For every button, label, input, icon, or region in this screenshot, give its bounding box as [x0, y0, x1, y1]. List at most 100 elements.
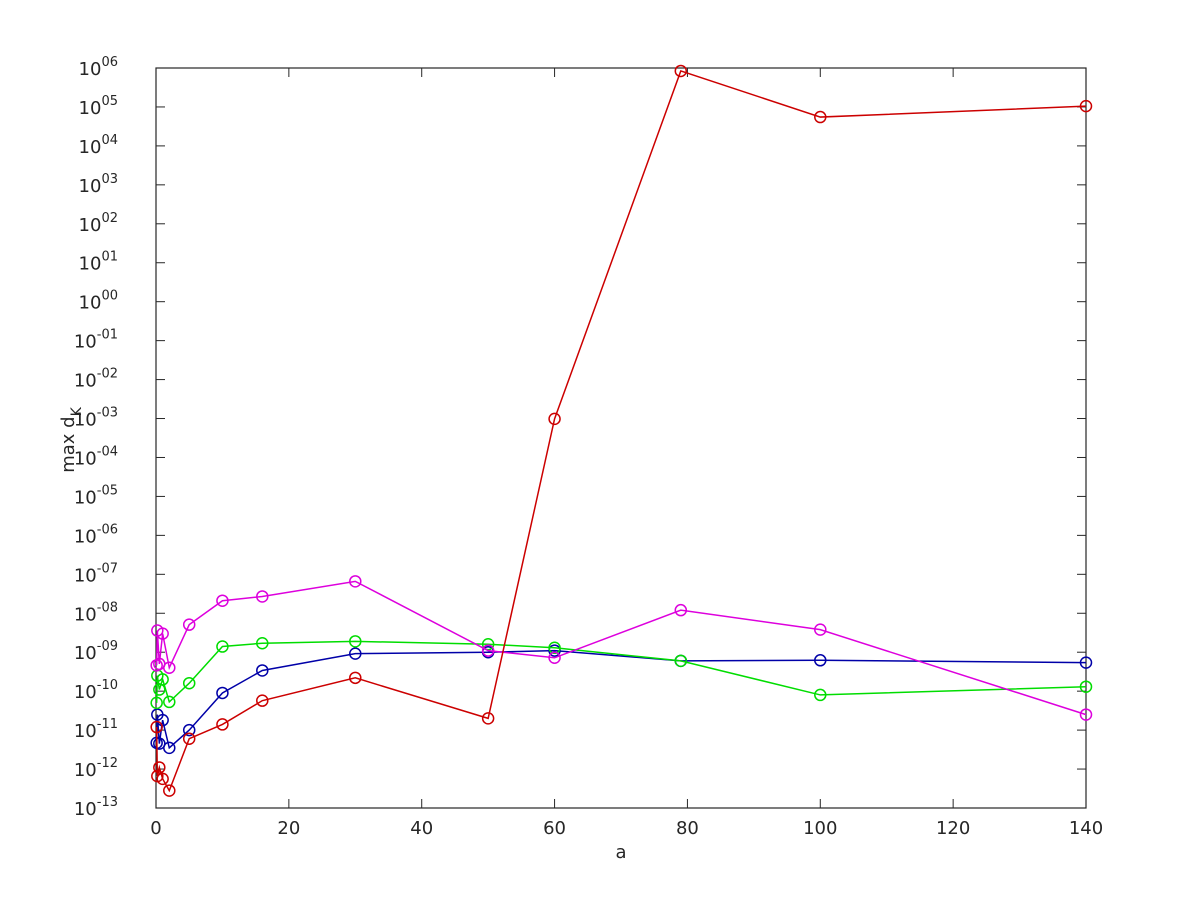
data-point [548, 651, 561, 665]
y-tick-exponent: -07 [97, 561, 118, 576]
y-tick-label: 10-09 [74, 639, 118, 664]
x-tick-label: 0 [150, 818, 161, 839]
y-tick-label: 10-07 [74, 561, 118, 586]
x-tick-label: 20 [277, 818, 300, 839]
data-point [156, 673, 169, 686]
data-point [349, 575, 362, 588]
data-point [150, 696, 163, 710]
y-tick-base: 10 [74, 643, 97, 664]
y-tick-exponent: 00 [101, 289, 118, 304]
data-point [156, 627, 169, 640]
y-tick-label: 10-03 [74, 406, 118, 431]
data-point [216, 594, 229, 607]
y-tick-exponent: -06 [97, 522, 118, 537]
y-tick-label: 1002 [79, 211, 118, 236]
y-tick-label: 1006 [79, 55, 118, 80]
y-tick-label: 10-02 [74, 367, 118, 392]
data-point [216, 686, 229, 700]
y-tick-exponent: -12 [97, 756, 118, 771]
y-tick-exponent: -02 [97, 367, 118, 382]
y-tick-base: 10 [74, 604, 97, 625]
data-point [150, 720, 163, 734]
y-tick-label: 10-12 [74, 756, 118, 781]
y-tick-base: 10 [74, 448, 97, 469]
y-tick-label: 10-06 [74, 522, 118, 547]
x-axis-label: a [615, 842, 626, 863]
data-point [1079, 656, 1093, 669]
data-point [1079, 708, 1093, 721]
y-tick-exponent: -09 [97, 639, 118, 654]
data-point [163, 661, 176, 674]
axes-box [155, 67, 1087, 809]
y-tick-base: 10 [79, 176, 102, 197]
y-tick-exponent: 02 [101, 211, 118, 226]
x-tick-label: 100 [803, 818, 837, 839]
x-tick-label: 40 [410, 818, 433, 839]
series-line [155, 640, 1087, 704]
data-point [814, 688, 827, 702]
y-tick-base: 10 [79, 254, 102, 275]
data-point [814, 654, 827, 667]
data-point [163, 695, 176, 709]
data-point [163, 784, 176, 797]
y-tick-base: 10 [74, 799, 97, 820]
data-point [163, 741, 176, 755]
y-tick-label: 1003 [79, 172, 118, 197]
y-axis-label-main: max d [58, 416, 79, 472]
y-tick-base: 10 [74, 410, 97, 431]
y-tick-label: 10-11 [74, 717, 118, 742]
y-tick-label: 10-05 [74, 483, 118, 508]
x-tick-label: 60 [543, 818, 566, 839]
data-point [674, 654, 688, 668]
data-point [1079, 680, 1093, 693]
y-tick-label: 10-10 [74, 678, 118, 703]
y-tick-base: 10 [79, 137, 102, 158]
y-tick-base: 10 [74, 371, 97, 392]
y-tick-exponent: 03 [101, 172, 118, 187]
data-point [182, 676, 196, 690]
y-tick-base: 10 [74, 526, 97, 547]
data-point [481, 712, 495, 725]
y-tick-base: 10 [74, 721, 97, 742]
y-tick-label: 1000 [79, 289, 118, 314]
y-tick-label: 1001 [79, 250, 118, 275]
data-point [814, 110, 827, 124]
data-point [349, 671, 362, 685]
series-line [155, 70, 1087, 793]
y-tick-label: 10-13 [74, 795, 118, 820]
x-tick-label: 120 [936, 818, 970, 839]
y-tick-exponent: 05 [101, 94, 118, 109]
y-axis-label: max dK [58, 406, 85, 472]
y-tick-exponent: 04 [101, 133, 118, 148]
y-tick-exponent: -01 [97, 328, 118, 343]
data-point [256, 694, 269, 707]
y-tick-base: 10 [74, 565, 97, 586]
data-point [153, 761, 166, 774]
y-tick-exponent: -11 [97, 717, 118, 732]
y-tick-label: 1005 [79, 94, 118, 119]
data-point [548, 641, 561, 655]
y-tick-label: 10-08 [74, 600, 118, 625]
y-tick-base: 10 [79, 98, 102, 119]
y-tick-base: 10 [74, 760, 97, 781]
data-point [216, 640, 229, 653]
y-tick-exponent: -04 [97, 444, 118, 459]
y-tick-label: 10-01 [74, 328, 118, 353]
y-tick-exponent: 06 [101, 55, 118, 70]
y-tick-label: 10-04 [74, 444, 118, 469]
data-point [548, 412, 561, 426]
y-tick-base: 10 [74, 332, 97, 353]
data-point [182, 723, 196, 737]
y-tick-exponent: -05 [97, 483, 118, 498]
data-point [182, 618, 196, 631]
y-tick-base: 10 [74, 682, 97, 703]
y-tick-exponent: -13 [97, 795, 118, 810]
y-tick-base: 10 [74, 487, 97, 508]
data-point [349, 647, 362, 660]
x-tick-label: 80 [676, 818, 699, 839]
data-point [674, 64, 688, 78]
y-tick-base: 10 [79, 59, 102, 80]
data-point [674, 603, 688, 617]
data-point [256, 664, 269, 677]
